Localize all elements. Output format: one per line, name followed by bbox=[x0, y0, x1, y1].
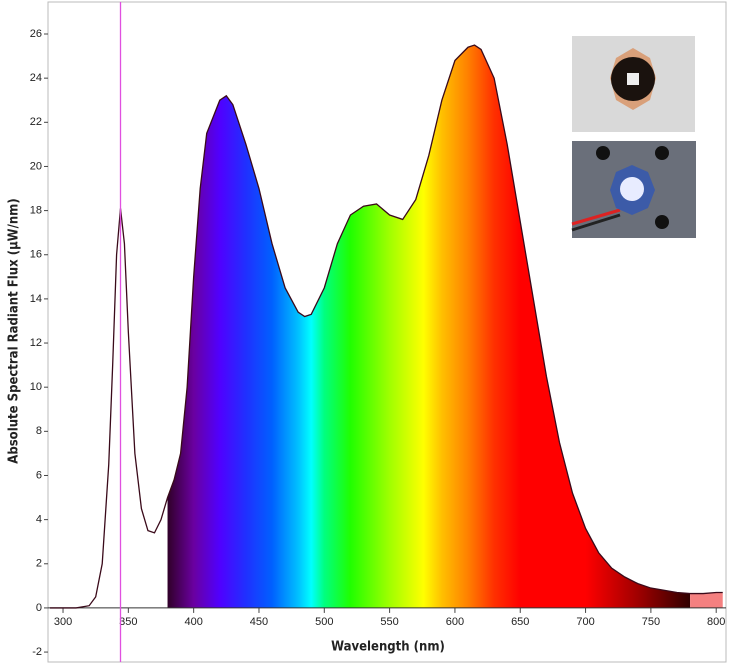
y-axis-label: Absolute Spectral Radiant Flux (μW/nm) bbox=[7, 198, 22, 463]
x-tick-label: 700 bbox=[576, 616, 594, 628]
x-tick-label: 550 bbox=[380, 616, 398, 628]
spectrum-line bbox=[49, 44, 723, 609]
led-glow bbox=[620, 177, 644, 201]
x-tick-label: 500 bbox=[315, 616, 333, 628]
y-tick-label: 12 bbox=[30, 337, 42, 349]
y-tick-label: 4 bbox=[36, 514, 42, 526]
hole bbox=[655, 146, 669, 160]
y-tick-label: 6 bbox=[36, 469, 42, 481]
y-tick-label: 16 bbox=[30, 249, 42, 261]
x-tick-label: 800 bbox=[707, 616, 725, 628]
x-tick-label: 650 bbox=[511, 616, 529, 628]
y-tick-label: 18 bbox=[30, 205, 42, 217]
y-tick-label: 0 bbox=[36, 602, 42, 614]
y-tick-label: 10 bbox=[30, 381, 42, 393]
x-tick-label: 350 bbox=[119, 616, 137, 628]
tail-area bbox=[690, 592, 723, 608]
x-tick-label: 450 bbox=[250, 616, 268, 628]
y-tick-label: 2 bbox=[36, 558, 42, 570]
led-photos bbox=[571, 36, 696, 238]
y-tick-label: 14 bbox=[30, 293, 42, 305]
wire bbox=[571, 208, 621, 226]
x-axis-label: Wavelength (nm) bbox=[331, 640, 445, 655]
wire bbox=[571, 213, 621, 232]
x-tick-label: 750 bbox=[642, 616, 660, 628]
y-tick-label: -2 bbox=[32, 646, 42, 658]
x-tick-label: 600 bbox=[446, 616, 464, 628]
y-tick-label: 8 bbox=[36, 425, 42, 437]
hole bbox=[655, 215, 669, 229]
y-tick-label: 20 bbox=[30, 160, 42, 172]
hole bbox=[596, 146, 610, 160]
y-tick-label: 22 bbox=[30, 116, 42, 128]
x-tick-label: 400 bbox=[184, 616, 202, 628]
y-tick-label: 24 bbox=[30, 72, 42, 84]
spectrum-area bbox=[167, 45, 691, 608]
x-tick-label: 300 bbox=[54, 616, 72, 628]
y-tick-label: 26 bbox=[30, 28, 42, 40]
led-chip bbox=[627, 73, 639, 85]
